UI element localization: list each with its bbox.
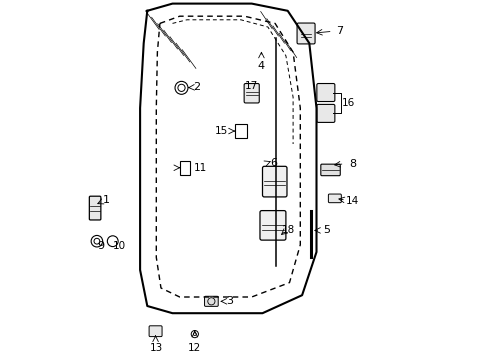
- FancyBboxPatch shape: [262, 166, 286, 197]
- FancyBboxPatch shape: [89, 196, 101, 220]
- Text: 7: 7: [335, 26, 342, 36]
- Text: 4: 4: [257, 61, 264, 71]
- FancyBboxPatch shape: [328, 194, 341, 203]
- Text: 18: 18: [281, 225, 294, 235]
- FancyBboxPatch shape: [316, 84, 334, 102]
- FancyBboxPatch shape: [204, 296, 218, 306]
- Text: 10: 10: [112, 240, 125, 251]
- Bar: [234, 124, 246, 138]
- Text: 12: 12: [188, 343, 201, 353]
- Text: 11: 11: [194, 163, 207, 173]
- Bar: [179, 161, 190, 175]
- Text: 15: 15: [215, 126, 228, 136]
- Text: 9: 9: [97, 240, 104, 251]
- FancyBboxPatch shape: [260, 211, 285, 240]
- Text: 14: 14: [345, 195, 358, 206]
- Text: 16: 16: [342, 98, 355, 108]
- Text: 5: 5: [323, 225, 329, 235]
- FancyBboxPatch shape: [149, 326, 162, 337]
- Text: 1: 1: [102, 195, 109, 205]
- Text: 6: 6: [270, 158, 277, 168]
- Text: 8: 8: [348, 159, 355, 169]
- FancyBboxPatch shape: [316, 104, 334, 122]
- FancyBboxPatch shape: [320, 164, 340, 176]
- Text: 3: 3: [225, 296, 232, 306]
- FancyBboxPatch shape: [244, 84, 259, 103]
- Text: 17: 17: [244, 81, 257, 91]
- Text: 13: 13: [149, 343, 162, 353]
- FancyBboxPatch shape: [296, 23, 314, 44]
- Text: 2: 2: [193, 82, 200, 92]
